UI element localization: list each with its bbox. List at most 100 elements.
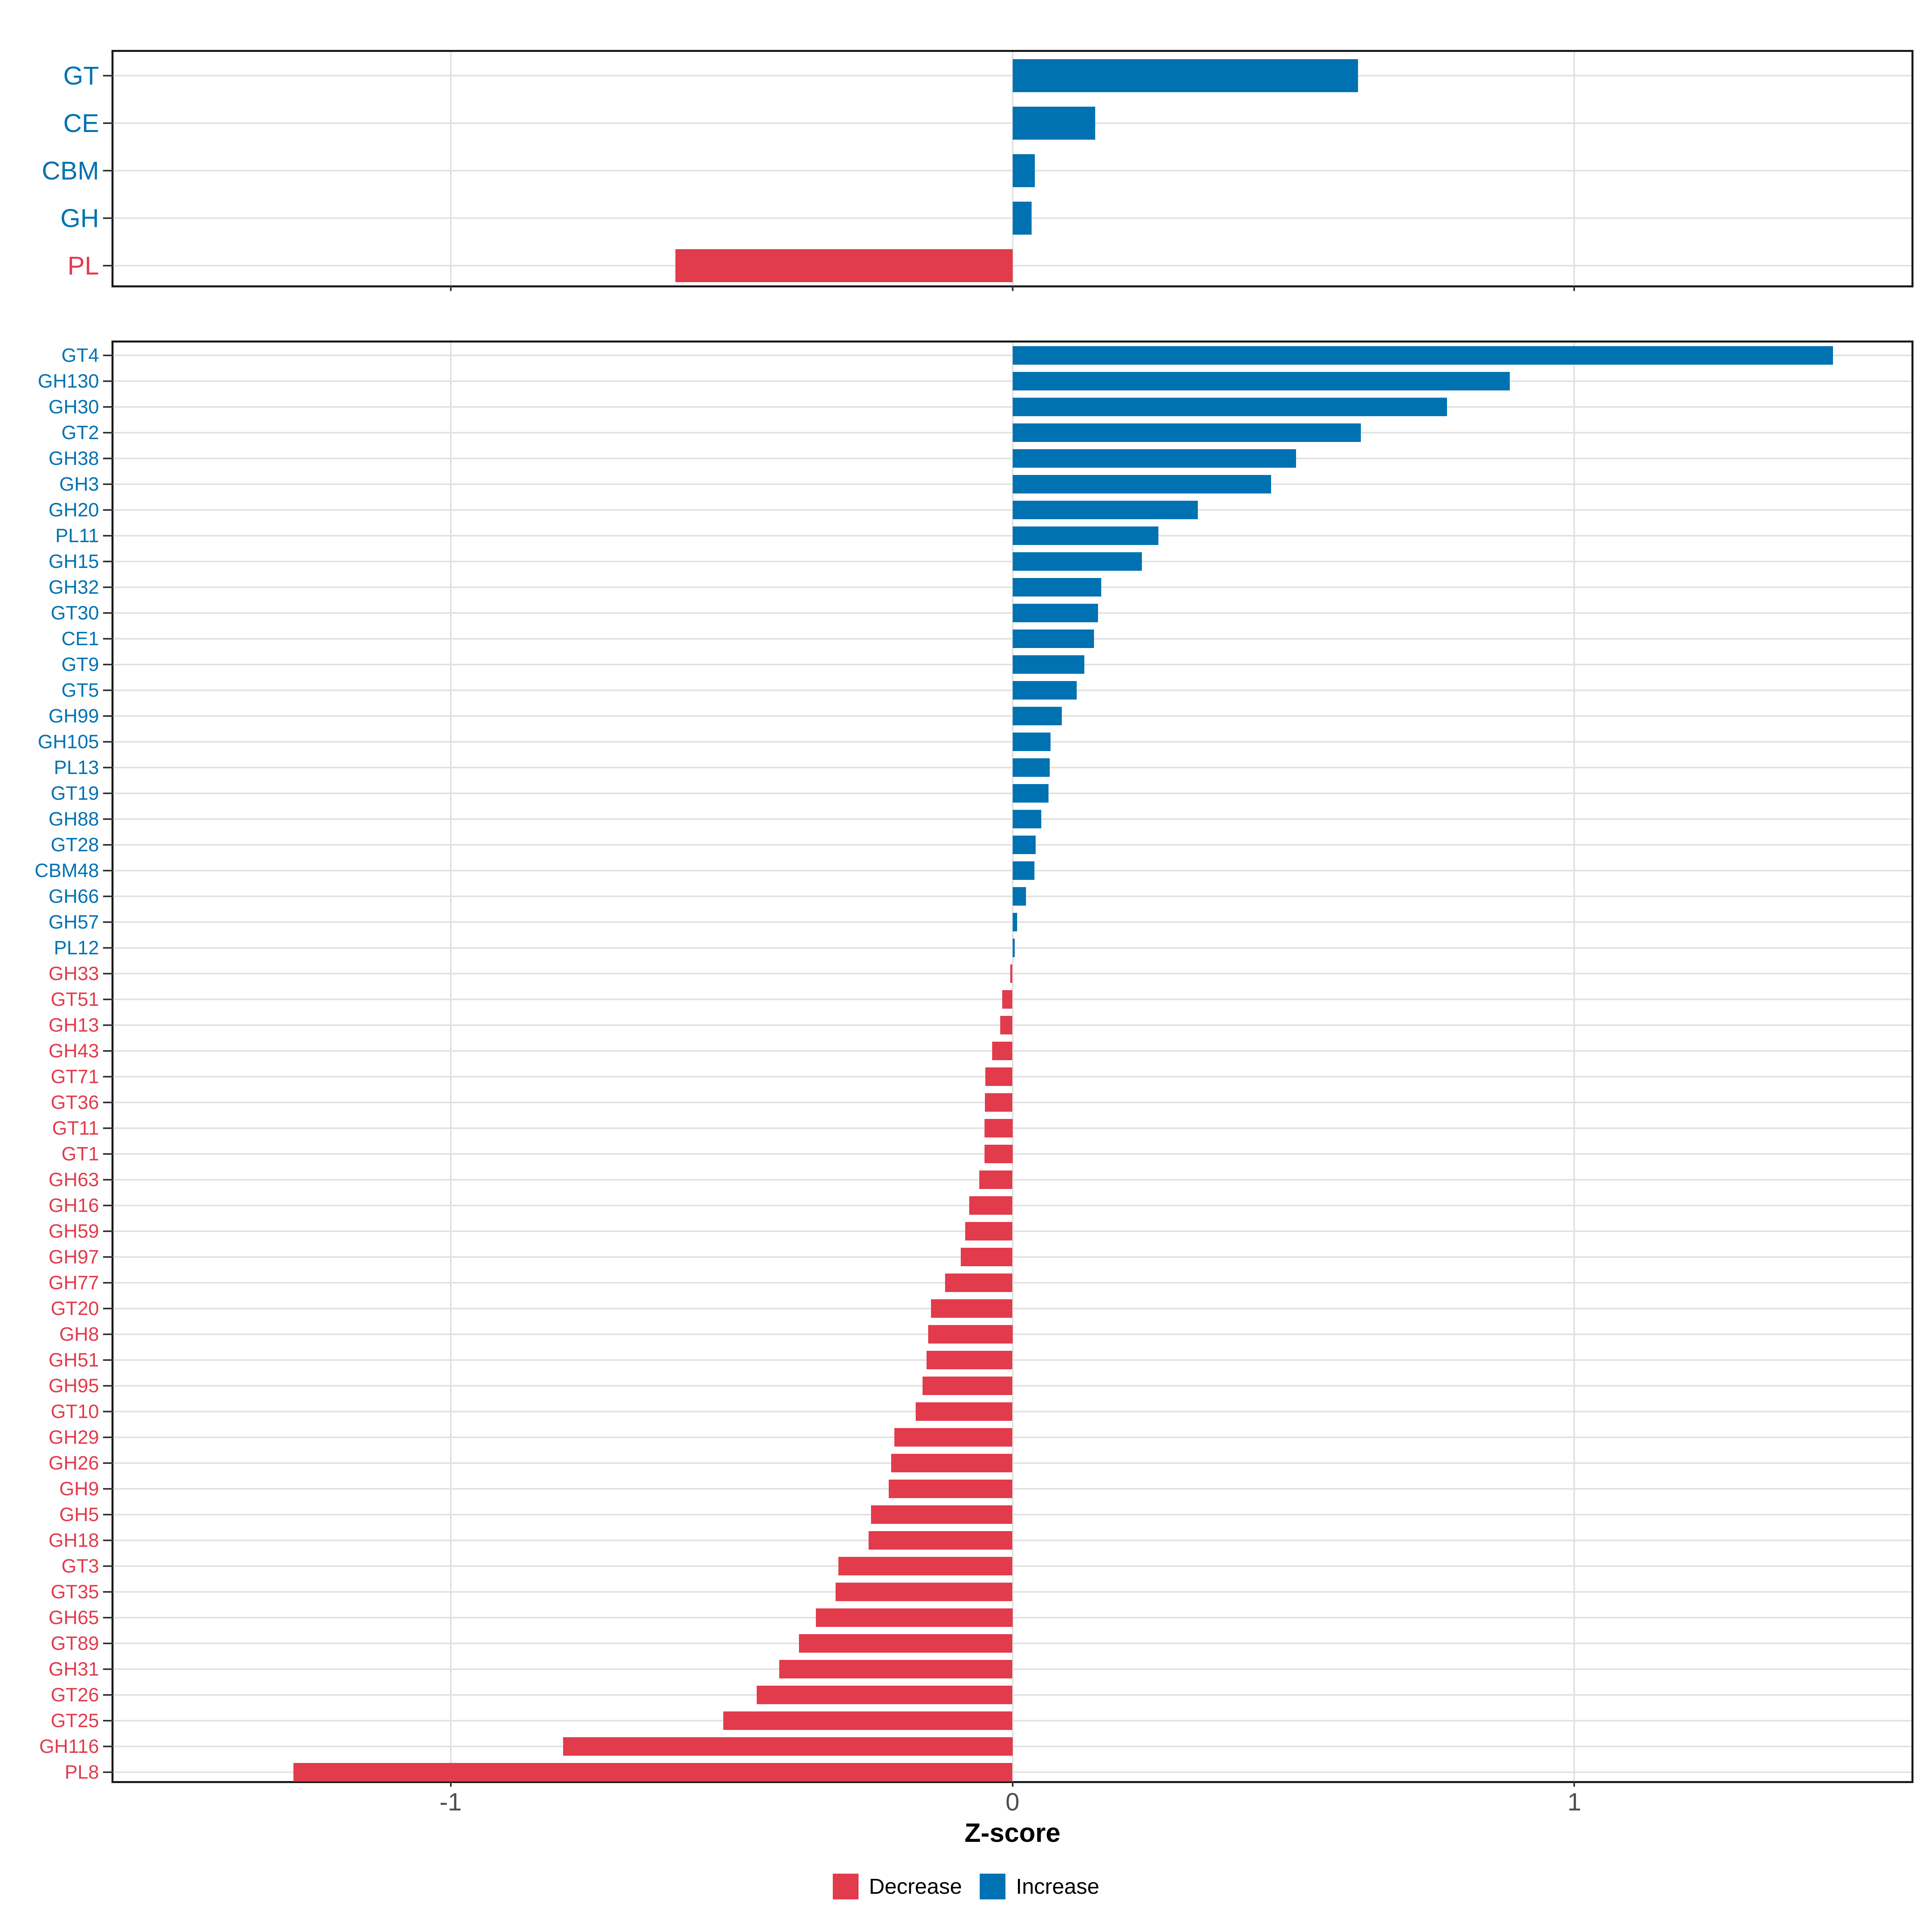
category-label: PL11 <box>55 525 99 547</box>
x-axis-tick <box>1011 1781 1013 1787</box>
bar-GT30 <box>1012 604 1098 622</box>
y-axis-tick <box>103 1437 114 1438</box>
family-detail-panel: -1 0 1 GT4 GH130 GH30 GT2 GH38 GH3 GH20 PL11 GH15 GH… <box>35 341 1913 1815</box>
y-axis-tick <box>103 1540 114 1541</box>
y-axis-tick <box>103 217 114 219</box>
bar-GH116 <box>563 1737 1013 1756</box>
bar-GT35 <box>835 1583 1013 1601</box>
y-axis-tick <box>103 1024 114 1026</box>
legend-item-increase: Increase <box>979 1874 1099 1899</box>
h-gridline <box>114 1668 1911 1670</box>
category-label: GT5 <box>61 679 99 701</box>
y-axis-tick <box>103 1102 114 1103</box>
bar-PL <box>675 249 1013 282</box>
bar-GT4 <box>1012 346 1833 365</box>
h-gridline <box>114 1540 1911 1541</box>
category-label: PL12 <box>54 937 99 959</box>
bar-GT89 <box>799 1634 1013 1653</box>
y-axis-tick <box>103 1643 114 1644</box>
class-summary-panel: GT CE CBM GH PL <box>42 50 1913 291</box>
category-label: GH30 <box>48 396 99 418</box>
bar-GT26 <box>757 1686 1013 1704</box>
category-label: GH16 <box>48 1195 99 1216</box>
y-axis-tick <box>103 586 114 588</box>
bar-GT51 <box>1002 990 1013 1009</box>
y-axis-tick <box>103 1256 114 1258</box>
category-label: CBM <box>41 156 99 185</box>
h-gridline <box>114 1411 1911 1412</box>
x-axis-tick <box>450 1781 452 1787</box>
bar-PL12 <box>1012 939 1015 957</box>
category-label: GT28 <box>50 834 99 856</box>
category-label: PL13 <box>54 757 99 778</box>
bar-GH59 <box>965 1222 1013 1241</box>
category-label: GH18 <box>48 1530 99 1551</box>
x-tick-label: 0 <box>1005 1788 1020 1816</box>
y-axis-tick <box>103 1694 114 1696</box>
bar-GH105 <box>1012 733 1051 751</box>
h-gridline <box>114 1617 1911 1618</box>
h-gridline <box>114 1230 1911 1232</box>
category-label: GT <box>63 61 99 90</box>
category-label: GH15 <box>48 551 99 572</box>
bar-GH32 <box>1012 578 1102 597</box>
v-gridline <box>450 343 452 1781</box>
category-label: GT3 <box>61 1555 99 1577</box>
y-axis-tick <box>103 741 114 743</box>
bar-PL8 <box>293 1763 1013 1781</box>
v-gridline <box>450 52 452 285</box>
h-gridline <box>114 973 1911 974</box>
y-axis-tick <box>103 1668 114 1670</box>
category-label: GT9 <box>61 654 99 675</box>
bar-GH99 <box>1012 707 1062 725</box>
x-axis-tick <box>1573 285 1575 291</box>
bar-CBM <box>1012 154 1035 187</box>
y-axis-tick <box>103 1462 114 1464</box>
h-gridline <box>114 1205 1911 1206</box>
bar-GH63 <box>979 1170 1013 1189</box>
h-gridline <box>114 1437 1911 1438</box>
category-label: GH105 <box>37 731 99 753</box>
y-axis-tick <box>103 689 114 691</box>
category-label: GH20 <box>48 499 99 521</box>
y-axis-tick <box>103 1282 114 1284</box>
bar-GH31 <box>779 1660 1013 1678</box>
category-label: GH26 <box>48 1452 99 1474</box>
y-axis-tick <box>103 793 114 794</box>
bar-GH3 <box>1012 475 1271 493</box>
h-gridline <box>114 1771 1911 1773</box>
category-label: CE <box>63 109 99 138</box>
legend: Decrease Increase <box>0 1874 1932 1899</box>
h-gridline <box>114 1050 1911 1052</box>
bar-GH66 <box>1012 887 1026 906</box>
category-label: GH65 <box>48 1607 99 1629</box>
bar-GH5 <box>871 1505 1013 1524</box>
x-axis-tick <box>450 285 452 291</box>
v-gridline <box>1011 343 1013 1781</box>
bar-GT1 <box>984 1145 1013 1163</box>
y-axis-tick <box>103 1720 114 1721</box>
category-label: CE1 <box>61 628 99 650</box>
y-axis-tick <box>103 1359 114 1361</box>
y-axis-tick <box>103 1514 114 1515</box>
y-axis-tick <box>103 1179 114 1181</box>
y-axis-tick <box>103 1591 114 1593</box>
category-label: GH <box>60 204 99 233</box>
y-axis-tick <box>103 1205 114 1206</box>
h-gridline <box>114 1462 1911 1464</box>
y-axis-tick <box>103 170 114 171</box>
category-label: GH77 <box>48 1272 99 1294</box>
category-label: GT89 <box>50 1633 99 1654</box>
h-gridline <box>114 1746 1911 1747</box>
bar-GT71 <box>985 1067 1013 1086</box>
category-label: PL8 <box>64 1761 99 1783</box>
category-label: GT11 <box>52 1117 99 1139</box>
y-axis-tick <box>103 561 114 562</box>
y-axis-tick <box>103 947 114 949</box>
bar-CE <box>1012 107 1095 140</box>
legend-swatch-decrease <box>832 1874 859 1899</box>
bar-GT9 <box>1012 655 1085 674</box>
legend-item-decrease: Decrease <box>832 1874 962 1899</box>
y-axis-tick <box>103 1411 114 1412</box>
category-label: GT35 <box>50 1581 99 1603</box>
